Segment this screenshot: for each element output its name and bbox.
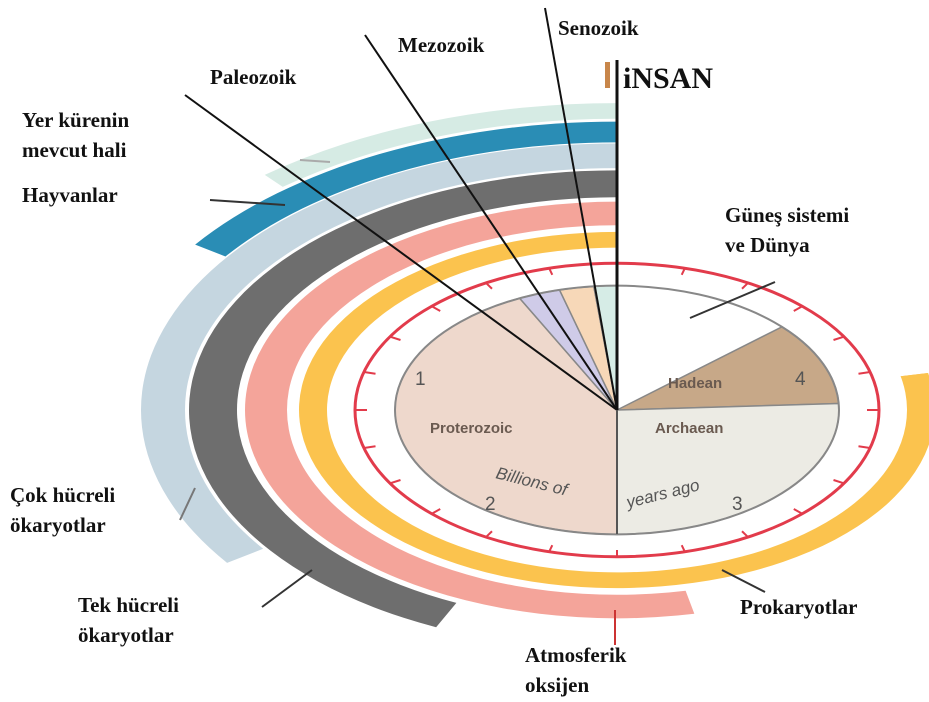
label: Çok hücreli [10,483,115,507]
clock-tick [389,335,401,341]
label: Güneş sistemi [725,203,849,227]
label: Prokaryotlar [740,595,857,619]
clock-tick [741,530,749,538]
label: Yer kürenin [22,108,129,132]
tick-number: 4 [795,369,806,390]
leader [209,199,286,206]
era-line [184,94,618,411]
clock-tick [793,305,803,312]
era-line [364,34,618,411]
label: Tek hücreli [78,593,179,617]
rings [141,7,929,628]
clock-tick [858,445,871,449]
label: Mezozoik [398,33,485,57]
tick-number: 2 [485,494,496,515]
clock-tick [548,267,554,276]
leader-lines [179,62,766,645]
clock-tick [431,305,441,312]
label: iNSAN [623,62,713,95]
clock-tick [680,267,686,276]
era-line [544,7,618,411]
clock-tick [363,371,376,375]
leader [721,569,766,593]
label: ökaryotlar [10,513,106,537]
clock-tick [741,282,749,290]
pie-sector [616,402,840,536]
clock-tick [485,282,493,290]
clock-tick [389,479,401,485]
leader [179,487,196,521]
label: ve Dünya [725,233,810,257]
tick-number: 1 [415,369,426,390]
band-tail [900,372,929,430]
clock-tick [363,445,376,449]
label: Hayvanlar [22,183,118,207]
band [141,143,617,563]
clock-tick [858,371,871,375]
tick-number: 3 [732,494,743,515]
clock-tick [680,544,686,553]
clock-tick [485,530,493,538]
label: ökaryotlar [78,623,174,647]
label: oksijen [525,673,590,697]
leader [261,569,313,608]
era-label: Archaean [655,420,723,437]
label: mevcut hali [22,138,127,162]
band [195,121,617,257]
clock-tick [833,335,845,341]
label: Paleozoik [210,65,297,89]
clock-tick [431,508,441,515]
leader [299,159,331,163]
clock-tick [833,479,845,485]
era-line [689,281,776,319]
era-label: Hadean [668,375,722,392]
label: Senozoik [558,16,639,40]
label: Atmosferik [525,643,627,667]
clock-tick [793,508,803,515]
band [188,170,617,628]
human-mark [605,62,610,88]
era-label: Proterozoic [430,420,513,437]
clock-tick [548,544,554,553]
